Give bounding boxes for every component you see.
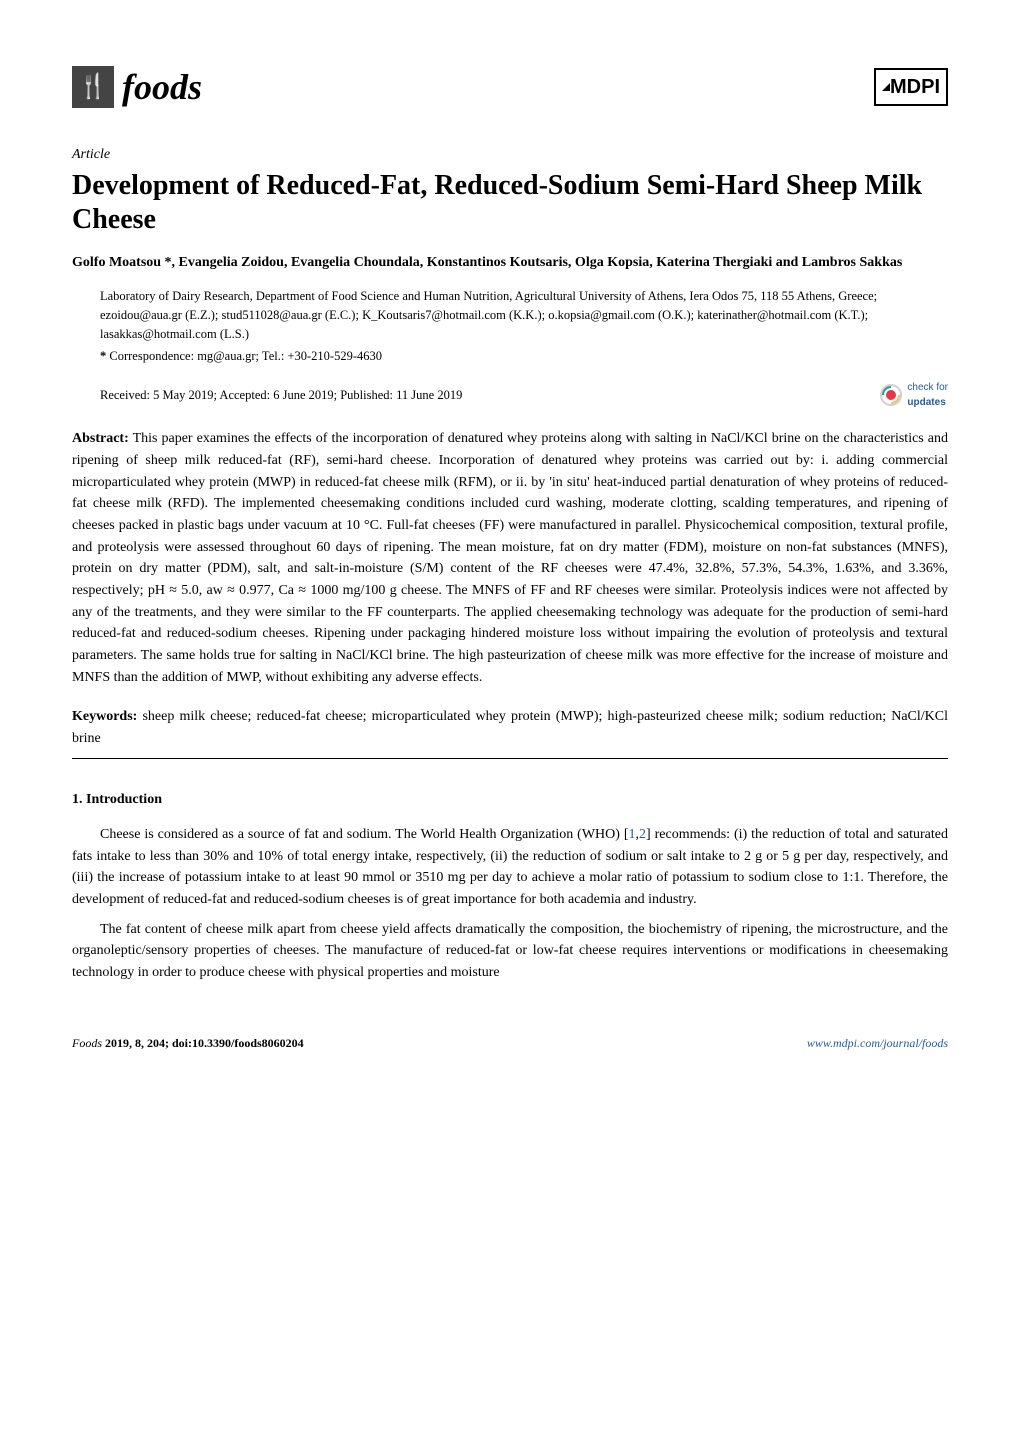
- publisher-logo-text: MDPI: [890, 72, 940, 102]
- abstract-label: Abstract:: [72, 431, 129, 446]
- introduction-heading: 1. Introduction: [72, 789, 948, 810]
- mdpi-corner-icon: [882, 83, 890, 91]
- correspondence-line: * Correspondence: mg@aua.gr; Tel.: +30-2…: [100, 347, 948, 366]
- citation-link-2[interactable]: 2: [639, 827, 646, 842]
- page-footer: Foods 2019, 8, 204; doi:10.3390/foods806…: [72, 1034, 948, 1052]
- affiliation-text: Laboratory of Dairy Research, Department…: [100, 287, 948, 343]
- footer-journal-url[interactable]: www.mdpi.com/journal/foods: [807, 1036, 948, 1050]
- article-type: Article: [72, 144, 948, 165]
- journal-name: foods: [122, 60, 202, 114]
- abstract-text: This paper examines the effects of the i…: [72, 431, 948, 685]
- check-updates-text: check for updates: [907, 380, 948, 410]
- footer-year-vol: 2019, 8, 204; doi:10.3390/foods8060204: [102, 1036, 304, 1050]
- paper-title: Development of Reduced-Fat, Reduced-Sodi…: [72, 169, 948, 236]
- footer-url-block: www.mdpi.com/journal/foods: [807, 1034, 948, 1052]
- abstract-block: Abstract: This paper examines the effect…: [72, 428, 948, 688]
- dates-row: Received: 5 May 2019; Accepted: 6 June 2…: [72, 380, 948, 410]
- keywords-block: Keywords: sheep milk cheese; reduced-fat…: [72, 706, 948, 749]
- footer-citation: Foods 2019, 8, 204; doi:10.3390/foods806…: [72, 1034, 304, 1052]
- keywords-label: Keywords:: [72, 709, 137, 724]
- page-header: 🍴 foods MDPI: [72, 60, 948, 114]
- keywords-text: sheep milk cheese; reduced-fat cheese; m…: [72, 709, 948, 746]
- intro-p1-pre: Cheese is considered as a source of fat …: [100, 827, 629, 842]
- footer-journal: Foods: [72, 1036, 102, 1050]
- check-updates-icon: [879, 383, 903, 407]
- check-updates-line1: check for: [907, 380, 948, 395]
- publication-dates: Received: 5 May 2019; Accepted: 6 June 2…: [100, 386, 462, 405]
- foods-icon: 🍴: [72, 66, 114, 108]
- intro-paragraph-2: The fat content of cheese milk apart fro…: [72, 919, 948, 984]
- correspondence-marker: *: [100, 349, 106, 363]
- check-updates-line2: updates: [907, 395, 948, 410]
- check-for-updates-badge[interactable]: check for updates: [879, 380, 948, 410]
- publisher-logo: MDPI: [874, 68, 948, 106]
- fork-knife-glyph: 🍴: [78, 69, 108, 105]
- affiliation-block: Laboratory of Dairy Research, Department…: [72, 287, 948, 366]
- authors-list: Golfo Moatsou *, Evangelia Zoidou, Evang…: [72, 252, 948, 273]
- section-separator: [72, 758, 948, 759]
- intro-paragraph-1: Cheese is considered as a source of fat …: [72, 824, 948, 911]
- correspondence-text: Correspondence: mg@aua.gr; Tel.: +30-210…: [109, 349, 382, 363]
- citation-link-1[interactable]: 1: [629, 827, 636, 842]
- journal-logo-block: 🍴 foods: [72, 60, 202, 114]
